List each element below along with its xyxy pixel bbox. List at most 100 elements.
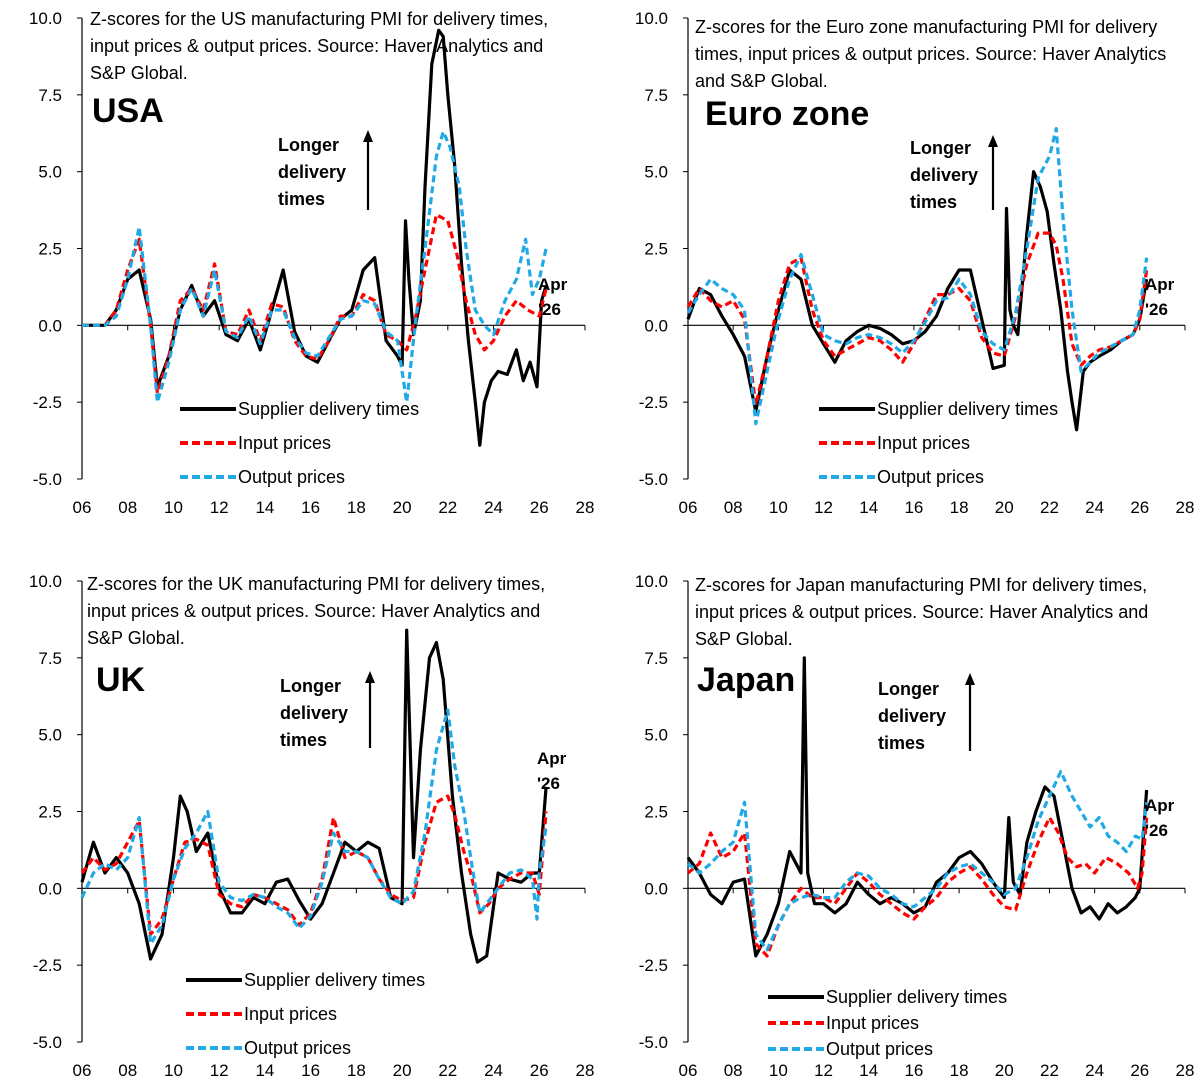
y-tick-label: 5.0 <box>38 163 62 182</box>
legend-entry-supplier-delivery-times: Supplier delivery times <box>768 984 1007 1010</box>
x-tick-label: 24 <box>1085 1061 1104 1080</box>
y-tick-label: -2.5 <box>639 393 668 412</box>
x-tick-label: 24 <box>484 498 503 517</box>
latest-date-label: Apr '26 <box>538 275 568 319</box>
x-tick-label: 20 <box>995 1061 1014 1080</box>
y-tick-label: 2.5 <box>38 803 62 822</box>
legend-swatch <box>180 441 236 445</box>
legend-label: Input prices <box>826 1012 920 1033</box>
y-tick-label: 7.5 <box>38 86 62 105</box>
legend-entry-supplier-delivery-times: Supplier delivery times <box>186 963 425 997</box>
legend-swatch <box>768 995 824 999</box>
x-tick-label: 22 <box>438 498 457 517</box>
legend-swatch <box>186 1046 242 1050</box>
legend-swatch <box>819 441 875 445</box>
series-line-input-prices <box>686 231 1149 407</box>
x-tick-label: 14 <box>255 498 274 517</box>
chart-note: Z-scores for Japan manufacturing PMI for… <box>695 575 1149 649</box>
x-tick-label: 12 <box>210 498 229 517</box>
y-tick-label: 2.5 <box>644 803 668 822</box>
x-tick-label: 22 <box>438 1061 457 1080</box>
series-line-output-prices <box>686 769 1149 952</box>
legend-label: Output prices <box>826 1038 934 1059</box>
x-tick-label: 26 <box>530 498 549 517</box>
legend-swatch <box>180 475 236 479</box>
legend-swatch <box>768 1021 824 1025</box>
y-tick-label: 2.5 <box>644 240 668 259</box>
y-tick-label: -5.0 <box>639 1033 668 1052</box>
x-tick-label: 06 <box>73 1061 92 1080</box>
x-tick-label: 22 <box>1040 1061 1059 1080</box>
x-tick-label: 12 <box>814 1061 833 1080</box>
legend-label: Output prices <box>877 466 985 487</box>
longer-delivery-line: times <box>910 192 958 212</box>
arrow-head-icon <box>363 130 373 142</box>
legend-label: Output prices <box>238 466 346 487</box>
y-tick-label: 2.5 <box>38 240 62 259</box>
legend-entry-input-prices: Input prices <box>819 426 1058 460</box>
x-tick-label: 28 <box>576 1061 595 1080</box>
y-tick-label: 0.0 <box>38 879 62 898</box>
series-line-supplier-delivery-times <box>686 656 1149 958</box>
y-tick-label: -5.0 <box>33 470 62 489</box>
longer-delivery-line: Longer <box>278 135 339 155</box>
chart-note: Z-scores for the Euro zone manufacturing… <box>695 17 1167 91</box>
x-tick-label: 16 <box>904 498 923 517</box>
longer-delivery-label: Longer delivery times <box>878 676 946 757</box>
y-tick-label: 7.5 <box>644 86 668 105</box>
x-tick-label: 26 <box>530 1061 549 1080</box>
series-line-supplier-delivery-times <box>80 628 548 964</box>
y-tick-label: 0.0 <box>38 316 62 335</box>
x-tick-label: 10 <box>164 1061 183 1080</box>
longer-delivery-line: delivery <box>910 165 979 185</box>
legend-swatch <box>819 407 875 411</box>
legend-label: Supplier delivery times <box>877 398 1059 419</box>
legend-label: Input prices <box>244 1003 338 1024</box>
latest-date-label: Apr '26 <box>1145 796 1175 840</box>
x-tick-label: 16 <box>904 1061 923 1080</box>
legend-swatch <box>819 475 875 479</box>
x-tick-label: 26 <box>1130 1061 1149 1080</box>
chart-svg: 10.0 7.5 5.0 2.5 0.0 -2.5 -5.0 06 08 10 12 14 16 18 20… <box>635 9 1195 517</box>
chart-note: Z-scores for the US manufacturing PMI fo… <box>90 9 549 83</box>
y-tick-label: -2.5 <box>33 956 62 975</box>
longer-delivery-line: Longer <box>910 138 971 158</box>
x-tick-label: 18 <box>950 1061 969 1080</box>
region-label: UK <box>96 661 146 699</box>
y-tick-label: 0.0 <box>644 316 668 335</box>
x-tick-label: 12 <box>814 498 833 517</box>
legend-entry-input-prices: Input prices <box>768 1010 1007 1036</box>
latest-date-label: Apr '26 <box>537 749 567 793</box>
x-tick-label: 06 <box>679 498 698 517</box>
x-tick-label: 14 <box>859 1061 878 1080</box>
chart-svg: 10.0 7.5 5.0 2.5 0.0 -2.5 -5.0 06 08 10 12 14 16 18 20… <box>29 9 595 517</box>
series-line-input-prices <box>686 816 1149 958</box>
y-tick-label: -5.0 <box>33 1033 62 1052</box>
legend-label: Supplier delivery times <box>238 398 420 419</box>
longer-delivery-line: times <box>280 730 328 750</box>
legend-entry-output-prices: Output prices <box>819 460 1058 494</box>
x-tick-label: 10 <box>769 1061 788 1080</box>
x-tick-label: 16 <box>301 1061 320 1080</box>
longer-delivery-line: Longer <box>878 679 939 699</box>
legend: Supplier delivery times Input prices Outpu… <box>186 963 425 1065</box>
y-tick-label: 5.0 <box>38 726 62 745</box>
x-tick-label: 28 <box>1176 1061 1195 1080</box>
legend-entry-output-prices: Output prices <box>768 1036 1007 1062</box>
x-tick-label: 26 <box>1130 498 1149 517</box>
region-label: Euro zone <box>705 95 870 133</box>
chart-panel-euro-zone: 10.0 7.5 5.0 2.5 0.0 -2.5 -5.0 06 08 10 12 14 16 18 20… <box>605 0 1200 542</box>
legend-label: Output prices <box>244 1037 352 1058</box>
x-tick-label: 18 <box>950 498 969 517</box>
longer-delivery-line: delivery <box>878 706 947 726</box>
legend-label: Supplier delivery times <box>826 986 1008 1007</box>
x-tick-label: 24 <box>484 1061 503 1080</box>
longer-delivery-line: times <box>278 189 326 209</box>
y-tick-label: 7.5 <box>38 649 62 668</box>
legend-entry-supplier-delivery-times: Supplier delivery times <box>180 392 419 426</box>
x-tick-label: 20 <box>995 498 1014 517</box>
longer-delivery-line: times <box>878 733 926 753</box>
chart-panel-uk: 10.0 7.5 5.0 2.5 0.0 -2.5 -5.0 06 08 10 12 14 16 18 20… <box>0 543 600 1085</box>
legend-label: Supplier delivery times <box>244 969 426 990</box>
longer-delivery-label: Longer delivery times <box>278 132 346 213</box>
